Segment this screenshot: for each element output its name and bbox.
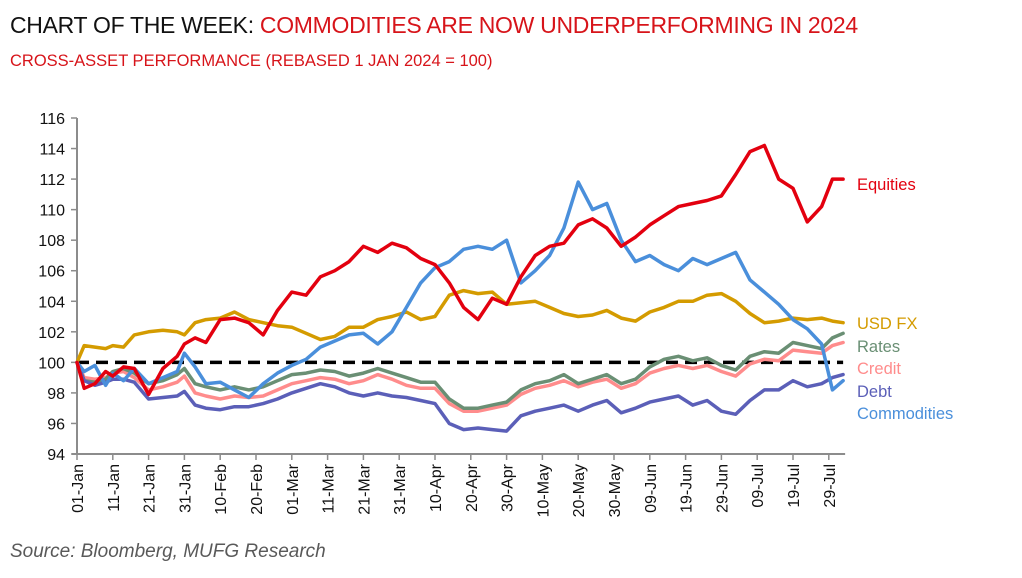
legend-label-equities: Equities xyxy=(857,176,916,194)
title-headline: COMMODITIES ARE NOW UNDERPERFORMING IN 2… xyxy=(259,12,858,38)
x-tick-label: 10-Feb xyxy=(213,464,230,515)
series-lines xyxy=(75,143,845,433)
y-tick-label: 110 xyxy=(39,203,65,220)
x-tick-label: 30-Apr xyxy=(500,463,517,512)
chart-title: CHART OF THE WEEK: COMMODITIES ARE NOW U… xyxy=(10,12,858,39)
x-tick-label: 19-Jun xyxy=(679,464,696,513)
series-line-debt xyxy=(75,360,845,433)
y-tick-label: 96 xyxy=(47,416,65,433)
x-tick-label: 20-Feb xyxy=(249,464,266,515)
series-line-credit xyxy=(75,340,845,413)
x-tick-label: 10-May xyxy=(535,464,552,517)
legend-label-credit: Credit xyxy=(857,360,901,378)
y-tick-label: 104 xyxy=(38,294,65,311)
series-line-rates xyxy=(75,331,845,410)
title-lead: CHART OF THE WEEK: xyxy=(10,12,254,38)
series-line-usd-fx xyxy=(75,288,845,365)
x-tick-label: 21-Jan xyxy=(142,464,159,513)
y-tick-label: 94 xyxy=(47,447,65,464)
axes: 94 96 98 100 102 104 106 108 110 112 114 116 01-Jan 1… xyxy=(38,111,846,517)
legend-label-usd-fx: USD FX xyxy=(857,315,918,333)
x-tick-label: 20-Apr xyxy=(464,463,481,512)
x-tick-label: 31-Mar xyxy=(392,463,409,514)
x-tick-label: 09-Jun xyxy=(643,464,660,513)
chart-subtitle: CROSS-ASSET PERFORMANCE (REBASED 1 JAN 2… xyxy=(10,52,493,70)
x-tick-label: 31-Jan xyxy=(177,464,194,513)
x-tick-label: 29-Jun xyxy=(714,464,731,513)
y-tick-label: 106 xyxy=(38,264,65,281)
x-tick-label: 21-Mar xyxy=(356,463,373,514)
x-tick-label: 20-May xyxy=(571,464,588,517)
y-tick-label: 100 xyxy=(38,355,65,372)
x-tick-label: 11-Jan xyxy=(106,464,123,512)
series-line-equities xyxy=(75,143,845,397)
legend: Equities USD FX Rates Credit Debt Commodities xyxy=(857,176,953,423)
y-tick-label: 108 xyxy=(38,233,65,250)
source-note: Source: Bloomberg, MUFG Research xyxy=(10,541,326,562)
x-tick-label: 01-Mar xyxy=(285,463,302,514)
x-tick-label: 30-May xyxy=(607,464,624,517)
y-tick-label: 102 xyxy=(38,325,65,342)
x-tick-label: 11-Mar xyxy=(321,463,338,513)
y-tick-label: 114 xyxy=(39,142,65,159)
x-tick-label: 09-Jul xyxy=(750,464,767,508)
x-tick-label: 10-Apr xyxy=(428,463,445,512)
x-tick-label: 19-Jul xyxy=(786,464,803,508)
y-tick-label: 112 xyxy=(39,172,65,189)
legend-label-commodities: Commodities xyxy=(857,405,953,423)
series-line-commodities xyxy=(75,180,845,400)
x-tick-label: 01-Jan xyxy=(70,464,87,513)
legend-label-rates: Rates xyxy=(857,338,900,356)
y-tick-label: 98 xyxy=(47,386,65,403)
y-tick-label: 116 xyxy=(39,111,65,128)
x-tick-label: 29-Jul xyxy=(822,464,839,508)
legend-label-debt: Debt xyxy=(857,383,892,401)
